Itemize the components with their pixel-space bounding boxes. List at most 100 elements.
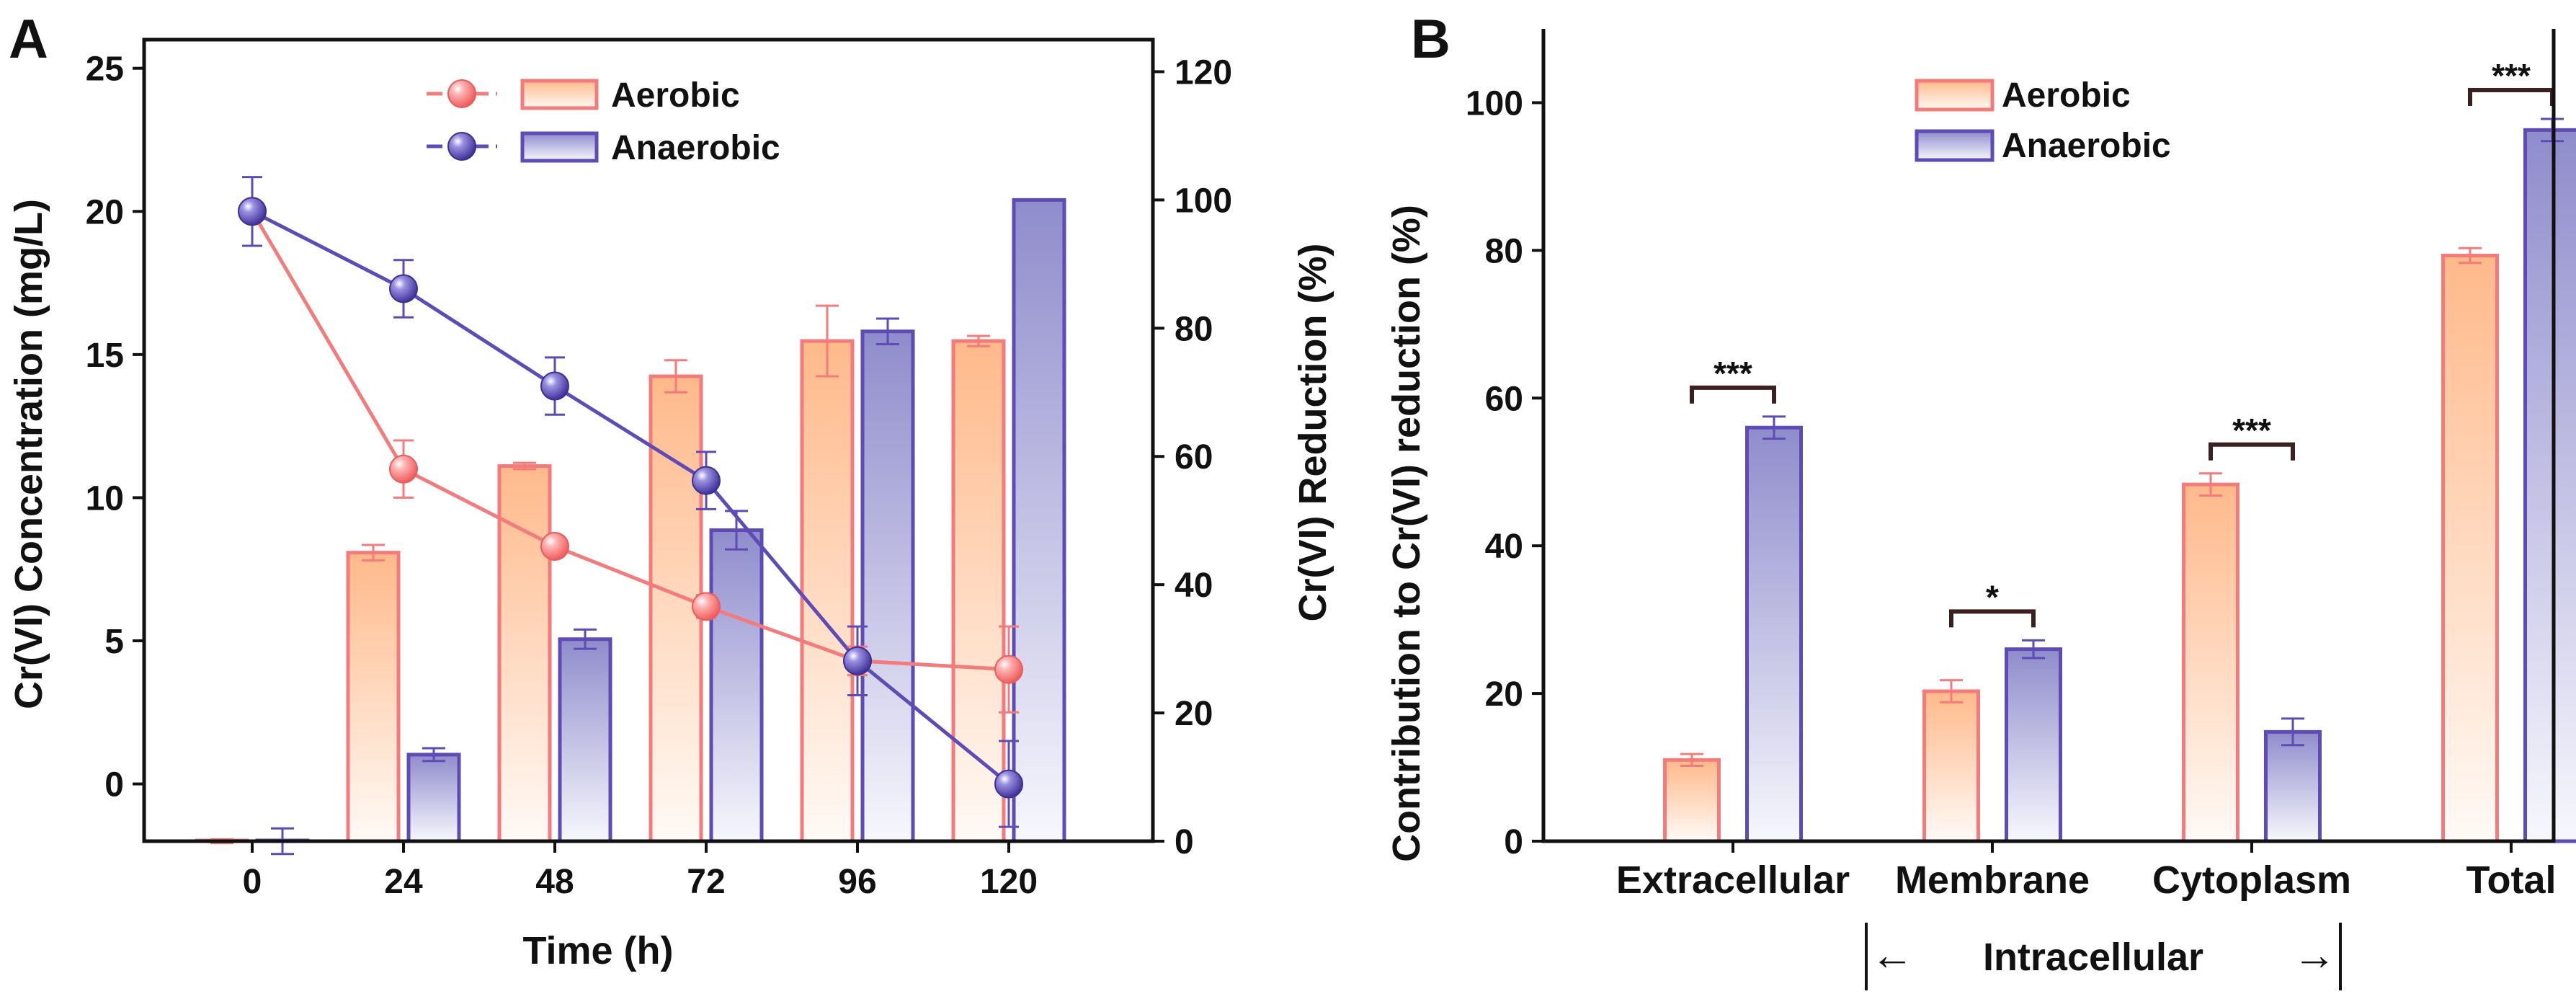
legend-aerobic-bar-symbol [520,79,599,110]
bar-aerobic-total [2441,254,2499,843]
panel-a-left-y-axis-title: Cr(VI) Concentration (mg/L) [7,199,50,709]
point-anaerobic-24 [389,274,418,303]
significance-label-cytoplasm: *** [2232,412,2271,449]
point-aerobic-120 [994,654,1023,684]
x-tick-label-72: 72 [687,863,725,901]
x-tick-label-0: 0 [243,863,262,901]
bar-aerobic-48 [497,464,552,843]
bracket-left-arrow: ← [1871,931,1914,979]
panel-b-y-ticks: 0 20 40 60 80 100 [1466,84,1543,861]
legend-anaerobic-bar-symbol [520,131,599,163]
panel-a-plot-frame [142,37,1155,843]
line-aerobic-concentration [250,210,1010,672]
point-anaerobic-120 [994,769,1023,799]
bar-aerobic-membrane [1922,689,1980,843]
legend-b-aerobic-symbol [1915,79,1995,112]
point-aerobic-48 [540,531,569,561]
bar-anaerobic-48 [558,637,612,843]
legend-aerobic-label: Aerobic [611,76,740,115]
point-anaerobic-48 [540,371,569,401]
b-x-tick-label-extracellular: Extracellular [1616,858,1850,902]
panel-b-significance: ********** [1690,57,2554,628]
b-y-tick-label-80: 80 [1485,232,1523,270]
point-anaerobic-96 [843,646,872,675]
b-y-tick-label-0: 0 [1504,823,1523,861]
bracket-label: Intracellular [1983,936,2203,979]
significance-bracket-membrane [1949,609,2036,628]
x-tick-label-48: 48 [535,863,574,901]
right-y-tick-label-0: 0 [1175,823,1194,861]
b-y-tick-label-20: 20 [1485,675,1523,714]
left-y-tick-label-25: 25 [86,50,124,89]
panel-b-bars [1663,117,2576,843]
significance-label-extracellular: *** [1713,355,1752,392]
bar-aerobic-120 [951,339,1006,843]
b-x-tick-label-cytoplasm: Cytoplasm [2152,858,2351,902]
bar-aerobic-cytoplasm [2182,482,2239,843]
b-x-tick-label-membrane: Membrane [1895,858,2090,902]
legend-anaerobic-marker-symbol [447,132,476,161]
significance-bracket-extracellular [1690,385,1776,404]
panel-a-x-axis-title: Time (h) [522,929,673,972]
x-tick-label-96: 96 [838,863,876,901]
x-tick-label-120: 120 [980,863,1038,901]
significance-label-membrane: * [1986,578,1999,616]
panel-a-left-y-ticks: 0 5 10 15 20 25 [86,50,144,804]
panel-b-x-ticks: Extracellular Membrane Cytoplasm Total [1616,841,2557,902]
panel-b-legend: Aerobic Anaerobic [1915,76,2171,165]
bar-anaerobic-extracellular [1745,425,1803,843]
panel-a-legend: Aerobic Anaerobic [427,76,780,167]
right-y-tick-label-20: 20 [1175,695,1213,733]
bar-anaerobic-membrane [2005,647,2062,843]
point-aerobic-72 [692,592,721,621]
panel-b: B ********** Extracellular Membrane Cytopl… [1385,9,2576,990]
left-y-tick-label-5: 5 [104,623,124,661]
left-y-tick-label-10: 10 [86,479,124,518]
bar-anaerobic-96 [860,329,915,843]
right-y-tick-label-100: 100 [1175,182,1232,220]
left-y-tick-label-15: 15 [86,337,124,375]
legend-b-aerobic-label: Aerobic [2002,76,2131,115]
legend-aerobic-marker-symbol [447,79,476,108]
panel-a-label: A [9,9,48,70]
bar-anaerobic-total [2523,128,2576,843]
b-y-tick-label-60: 60 [1485,380,1523,418]
bar-aerobic-extracellular [1663,758,1721,843]
right-y-tick-label-80: 80 [1175,310,1213,348]
bar-anaerobic-72 [709,528,764,843]
panel-b-y-axis-title: Contribution to Cr(VI) reduction (%) [1385,205,1428,862]
left-y-tick-label-20: 20 [86,193,124,231]
intracellular-bracket: ← Intracellular → [1865,923,2342,990]
b-y-tick-label-40: 40 [1485,528,1523,566]
panel-a-right-y-ticks: 0 20 40 60 80 100 120 [1153,53,1232,861]
right-y-tick-label-120: 120 [1175,53,1232,92]
bar-anaerobic-120 [1012,198,1066,843]
panel-b-axes [1541,29,2556,843]
x-tick-label-24: 24 [384,863,423,901]
panel-a: A 0 24 48 72 96 120 0 5 10 15 20 25 0 20 40 60 80 100 12… [7,9,1334,972]
legend-b-anaerobic-label: Anaerobic [2002,127,2171,165]
b-y-tick-label-100: 100 [1466,84,1523,123]
panel-b-label: B [1411,9,1450,70]
panel-a-right-y-axis-title: Cr(VI) Reduction (%) [1291,244,1334,622]
bar-anaerobic-24 [406,753,461,843]
b-x-tick-label-total: Total [2466,858,2557,902]
bar-aerobic-96 [800,339,855,843]
bar-aerobic-24 [346,551,401,843]
line-anaerobic-concentration [251,210,1010,786]
bracket-right-arrow: → [2293,931,2336,979]
legend-anaerobic-label: Anaerobic [611,129,780,167]
point-anaerobic-72 [692,466,721,495]
point-anaerobic-0 [238,197,267,226]
panel-a-x-ticks: 0 24 48 72 96 120 [243,841,1038,901]
panel-a-bars [195,198,1066,856]
right-y-tick-label-40: 40 [1175,567,1213,605]
left-y-tick-label-0: 0 [104,766,124,804]
right-y-tick-label-60: 60 [1175,438,1213,476]
significance-bracket-cytoplasm [2209,442,2295,461]
point-aerobic-24 [389,454,418,484]
significance-label-total: *** [2492,57,2531,94]
legend-b-anaerobic-symbol [1915,129,1995,162]
bar-anaerobic-cytoplasm [2264,729,2322,843]
